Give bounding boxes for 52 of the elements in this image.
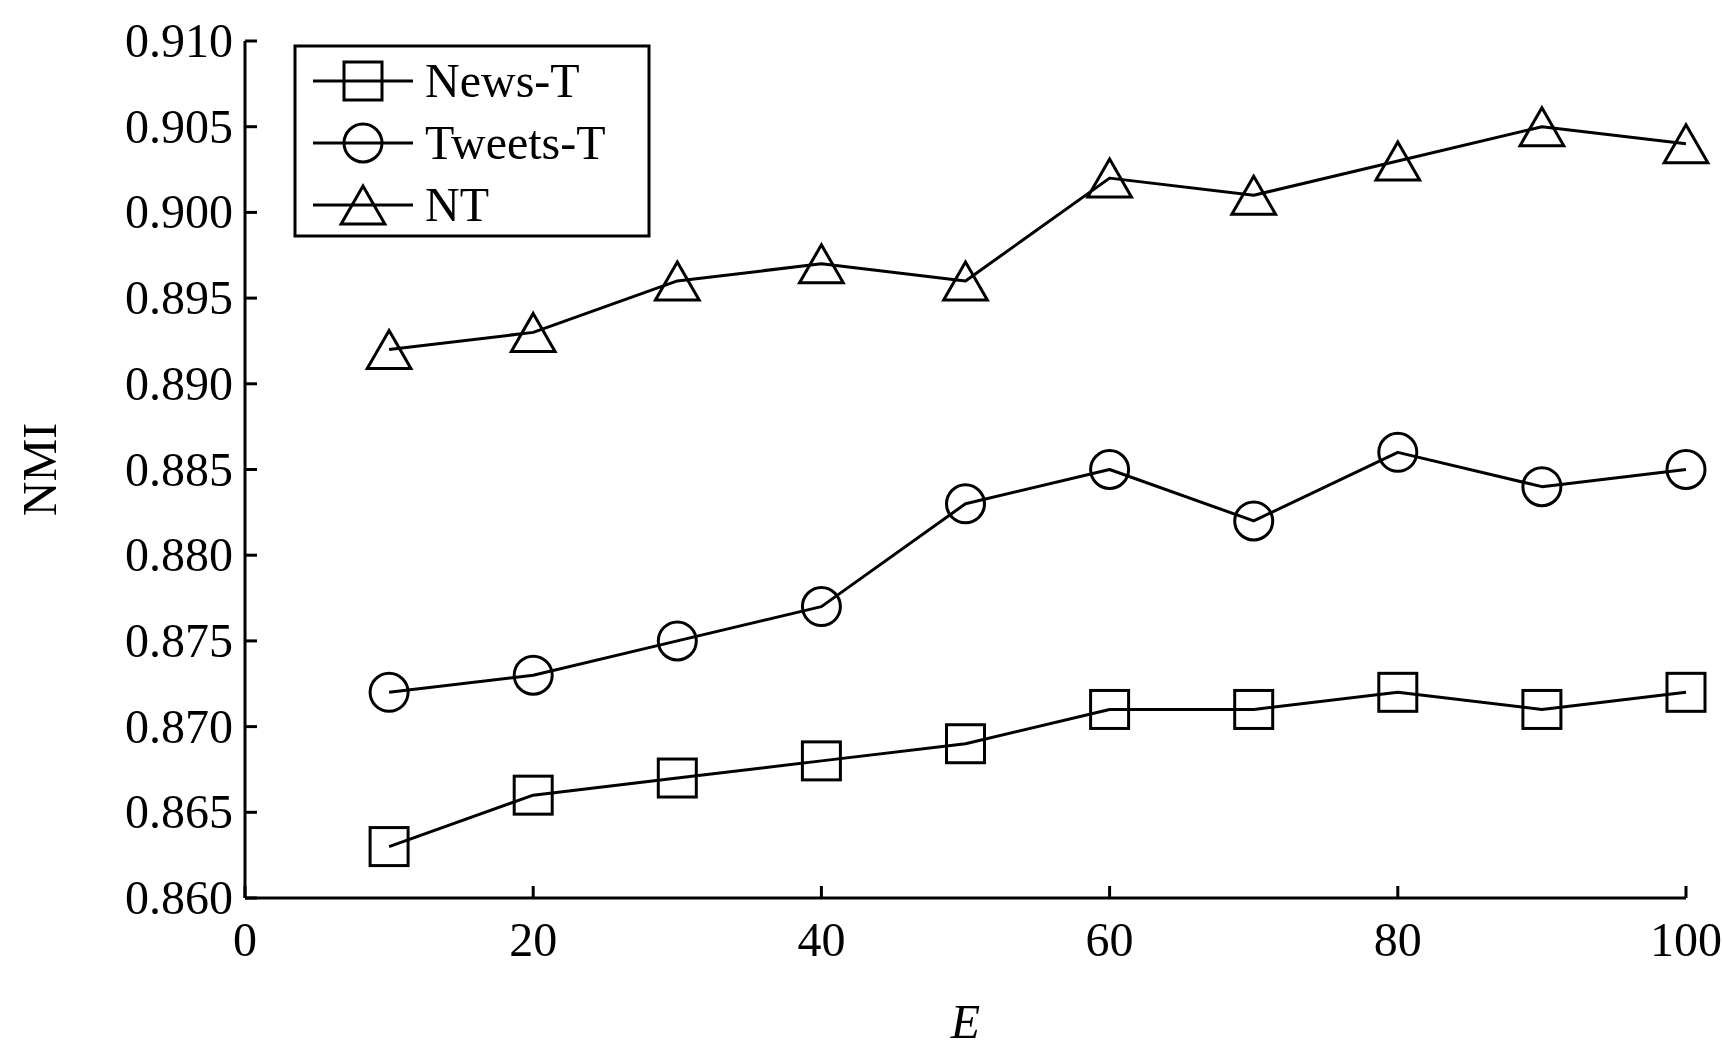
point (656, 620, 698, 662)
point (942, 260, 989, 302)
y-tick-label: 0.900 (125, 185, 233, 239)
point (1086, 157, 1133, 199)
y-tick-label: 0.890 (125, 356, 233, 410)
x-tick-label: 20 (509, 913, 558, 966)
point (1665, 449, 1707, 490)
x-tick-label: 0 (233, 913, 257, 966)
y-axis-title: NMI (13, 422, 66, 517)
point (1089, 688, 1131, 730)
point (1521, 466, 1563, 508)
x-tick-label: 100 (1650, 913, 1722, 966)
y-tick-label: 0.865 (125, 785, 233, 839)
y-tick-label: 0.880 (125, 528, 233, 582)
y-tick-label: 0.905 (125, 99, 233, 153)
point (1233, 500, 1275, 542)
point (798, 243, 845, 285)
point (1521, 688, 1563, 730)
y-tick-label: 0.860 (125, 871, 233, 924)
legend-label: NT (425, 178, 489, 231)
point (1233, 688, 1275, 730)
y-tick-label: 0.870 (125, 699, 233, 753)
point (1377, 671, 1419, 713)
point (509, 311, 557, 353)
point (1662, 123, 1710, 165)
point (656, 757, 698, 799)
x-tick-label: 40 (797, 913, 846, 966)
point (800, 586, 842, 628)
point (512, 654, 554, 696)
x-axis-title: E (949, 995, 981, 1048)
point (945, 723, 986, 765)
y-tick-label: 0.885 (125, 442, 233, 496)
point (800, 740, 842, 782)
point (368, 826, 410, 868)
legend-label: News-T (425, 54, 580, 107)
point (365, 329, 413, 371)
point (1377, 431, 1419, 473)
point (1518, 106, 1566, 148)
point (945, 483, 986, 525)
y-tick-label: 0.895 (125, 271, 233, 325)
y-tick-label: 0.910 (125, 14, 233, 67)
point (1230, 174, 1278, 216)
x-tick-label: 60 (1085, 913, 1134, 966)
point (653, 260, 701, 302)
point (368, 671, 410, 713)
point (1374, 140, 1422, 182)
y-tick-label: 0.875 (125, 613, 233, 667)
legend-label: Tweets-T (425, 116, 606, 169)
point (512, 774, 554, 816)
x-tick-label: 80 (1373, 913, 1422, 966)
point (1089, 449, 1131, 490)
point (1665, 671, 1707, 713)
